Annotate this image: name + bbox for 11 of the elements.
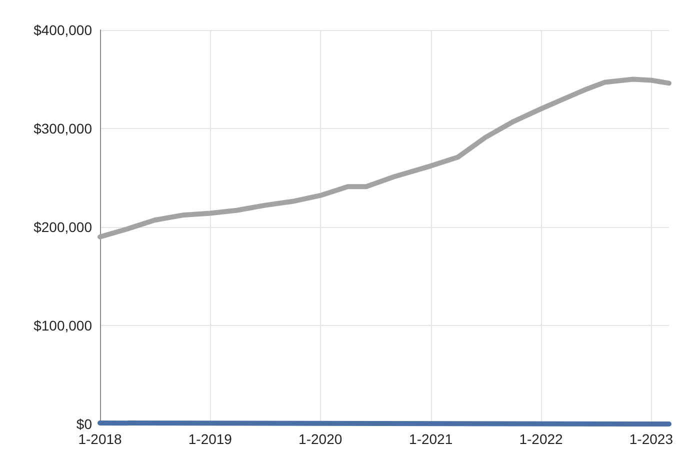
x-tick-label: 1-2022 — [519, 431, 564, 447]
x-tick-label: 1-2023 — [629, 431, 674, 447]
y-tick-label: $300,000 — [34, 120, 92, 136]
y-tick-label: $100,000 — [34, 318, 92, 334]
x-tick-label: 1-2019 — [188, 431, 232, 447]
x-tick-label: 1-2020 — [298, 431, 342, 447]
y-tick-label: $200,000 — [34, 219, 92, 235]
x-tick-label: 1-2021 — [409, 431, 453, 447]
x-tick-label: 1-2018 — [78, 431, 122, 447]
y-tick-label: $0 — [76, 416, 92, 432]
y-tick-label: $400,000 — [34, 22, 92, 38]
